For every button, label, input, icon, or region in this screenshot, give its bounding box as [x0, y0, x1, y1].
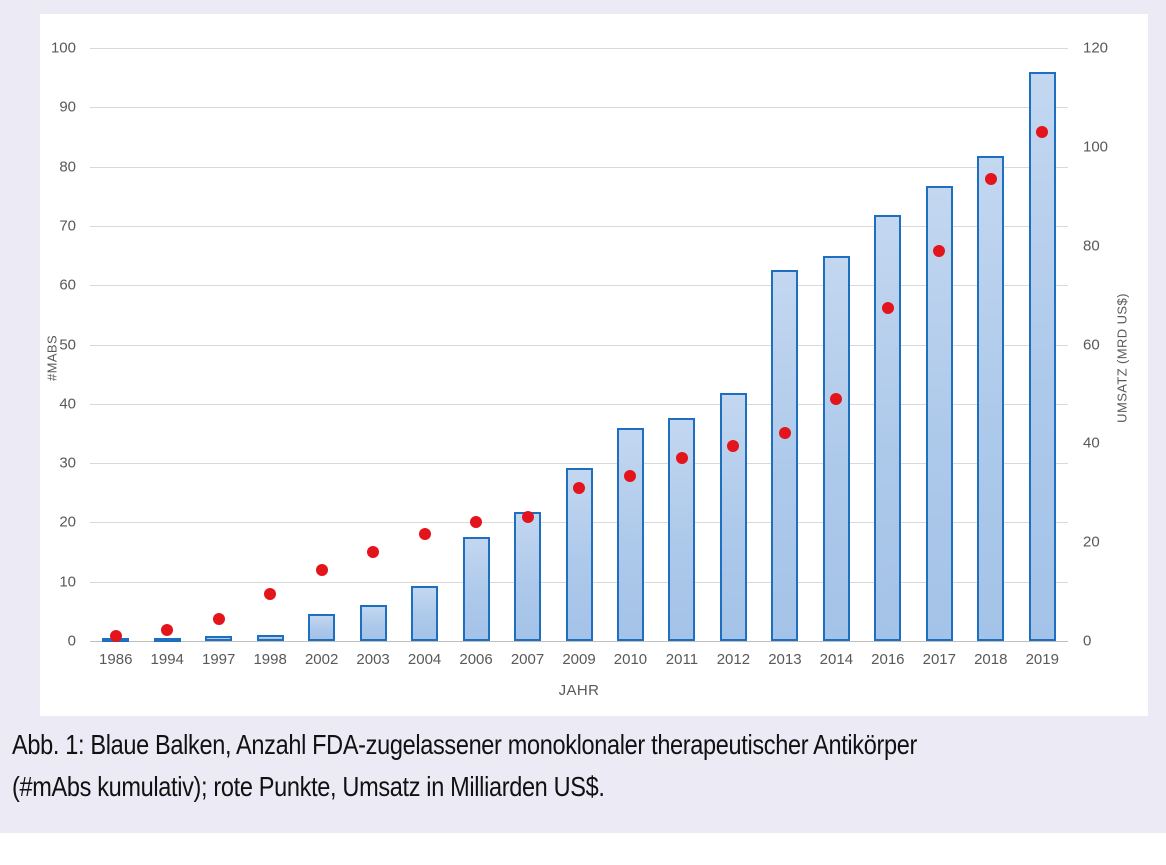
- dot-2003: [367, 546, 380, 559]
- right-axis-tick-label: 40: [1083, 434, 1100, 452]
- x-axis-tick-label: 2012: [716, 651, 751, 668]
- bar-2017: [925, 185, 953, 641]
- left-axis-tick-label: 10: [59, 573, 76, 591]
- x-axis-tick-label: 1997: [201, 651, 236, 668]
- bar-2013: [771, 270, 799, 641]
- bar-1997: [205, 636, 233, 641]
- right-axis-tick-label: 20: [1083, 533, 1100, 551]
- left-axis-tick-label: 100: [50, 39, 76, 57]
- bar-1994: [153, 638, 181, 642]
- right-axis-tick-label: 100: [1083, 138, 1109, 156]
- gridline: [90, 403, 1068, 405]
- left-axis-tick-label: 60: [59, 276, 76, 294]
- bar-2014: [822, 255, 850, 641]
- x-axis-line: [90, 641, 1068, 642]
- left-axis-tick-label: 30: [59, 454, 76, 472]
- x-axis-title: JAHR: [558, 682, 600, 699]
- x-axis-tick-label: 2002: [304, 651, 339, 668]
- x-axis-tick-label: 1986: [99, 651, 133, 668]
- dot-2010: [624, 469, 637, 482]
- chart-card: 0 10 20 30 40 50 60 70 80 90 100 0 20 40 60 80 100 120 198…: [40, 14, 1148, 716]
- x-axis-tick-label: 1994: [150, 651, 184, 668]
- dot-2019: [1036, 126, 1049, 138]
- bar-2009: [565, 467, 593, 641]
- left-axis-tick-label: 40: [59, 395, 76, 413]
- dot-2006: [470, 516, 483, 529]
- x-axis-tick-label: 2016: [871, 651, 905, 668]
- x-axis-tick-label: 2018: [974, 651, 1008, 668]
- dot-2014: [830, 392, 843, 405]
- dot-2012: [727, 440, 740, 453]
- bar-2003: [359, 605, 387, 641]
- x-axis-tick-label: 1998: [253, 651, 287, 668]
- bar-2016: [874, 215, 902, 641]
- dot-1997: [212, 612, 225, 625]
- x-axis-tick-label: 2009: [562, 651, 596, 668]
- bar-2006: [462, 536, 490, 641]
- gridline: [90, 48, 1068, 49]
- left-axis-tick-label: 20: [59, 513, 76, 531]
- plot-area: 0 10 20 30 40 50 60 70 80 90 100 0 20 40 60 80 100 120 198…: [40, 14, 1148, 716]
- dot-2018: [984, 173, 997, 186]
- x-axis-tick-label: 2013: [768, 651, 802, 668]
- left-axis-tick-label: 70: [59, 217, 76, 235]
- right-axis-tick-label: 0: [1083, 632, 1092, 650]
- left-axis-title: #MABS: [44, 334, 60, 382]
- dot-2016: [881, 302, 894, 315]
- gridline: [90, 344, 1068, 346]
- right-axis-tick-label: 80: [1083, 237, 1100, 255]
- gridline: [90, 166, 1068, 168]
- gridline: [90, 225, 1068, 227]
- dot-2009: [573, 481, 585, 494]
- dot-2011: [675, 452, 688, 465]
- bar-2004: [411, 586, 439, 641]
- dot-2007: [521, 511, 534, 524]
- bar-2007: [514, 511, 542, 641]
- x-axis-tick-label: 2010: [613, 651, 648, 668]
- gridline: [90, 463, 1068, 465]
- right-axis-tick-label: 60: [1083, 336, 1100, 353]
- bar-2018: [977, 155, 1005, 641]
- x-axis-tick-label: 2006: [459, 651, 493, 668]
- caption-line-1: Abb. 1: Blaue Balken, Anzahl FDA-zugelas…: [12, 729, 917, 760]
- dot-2002: [315, 563, 328, 576]
- left-axis-tick-label: 50: [59, 336, 76, 353]
- dot-1986: [109, 630, 122, 643]
- x-axis-tick-label: 2014: [819, 651, 854, 668]
- dot-2013: [778, 427, 791, 440]
- gridline: [90, 285, 1068, 287]
- bar-2002: [308, 614, 336, 641]
- bar-2010: [616, 427, 644, 641]
- left-axis-tick-label: 0: [67, 632, 76, 650]
- figure-caption: Abb. 1: Blaue Balken, Anzahl FDA-zugelas…: [12, 724, 1121, 808]
- bar-2012: [719, 393, 747, 641]
- x-axis-tick-label: 2007: [510, 651, 545, 668]
- right-axis-tick-label: 120: [1083, 39, 1109, 57]
- dot-2004: [418, 528, 431, 541]
- x-axis-tick-label: 2019: [1025, 651, 1059, 668]
- right-axis-title: UMSATZ (MRD US$): [1114, 293, 1130, 423]
- x-axis-tick-label: 2003: [356, 651, 390, 668]
- bar-2019: [1028, 71, 1056, 641]
- figure-panel: 0 10 20 30 40 50 60 70 80 90 100 0 20 40 60 80 100 120 198…: [0, 0, 1166, 833]
- x-axis-tick-label: 2017: [922, 651, 956, 668]
- dot-1998: [264, 588, 277, 601]
- left-axis-tick-label: 80: [59, 158, 76, 176]
- bar-1998: [256, 635, 284, 641]
- gridline: [90, 107, 1068, 109]
- dot-1994: [161, 623, 174, 636]
- x-axis-tick-label: 2011: [665, 651, 699, 668]
- caption-line-2: (#mAbs kumulativ); rote Punkte, Umsatz i…: [12, 771, 605, 802]
- dot-2017: [933, 244, 946, 257]
- left-axis-tick-label: 90: [59, 98, 76, 116]
- x-axis-tick-label: 2004: [407, 651, 442, 668]
